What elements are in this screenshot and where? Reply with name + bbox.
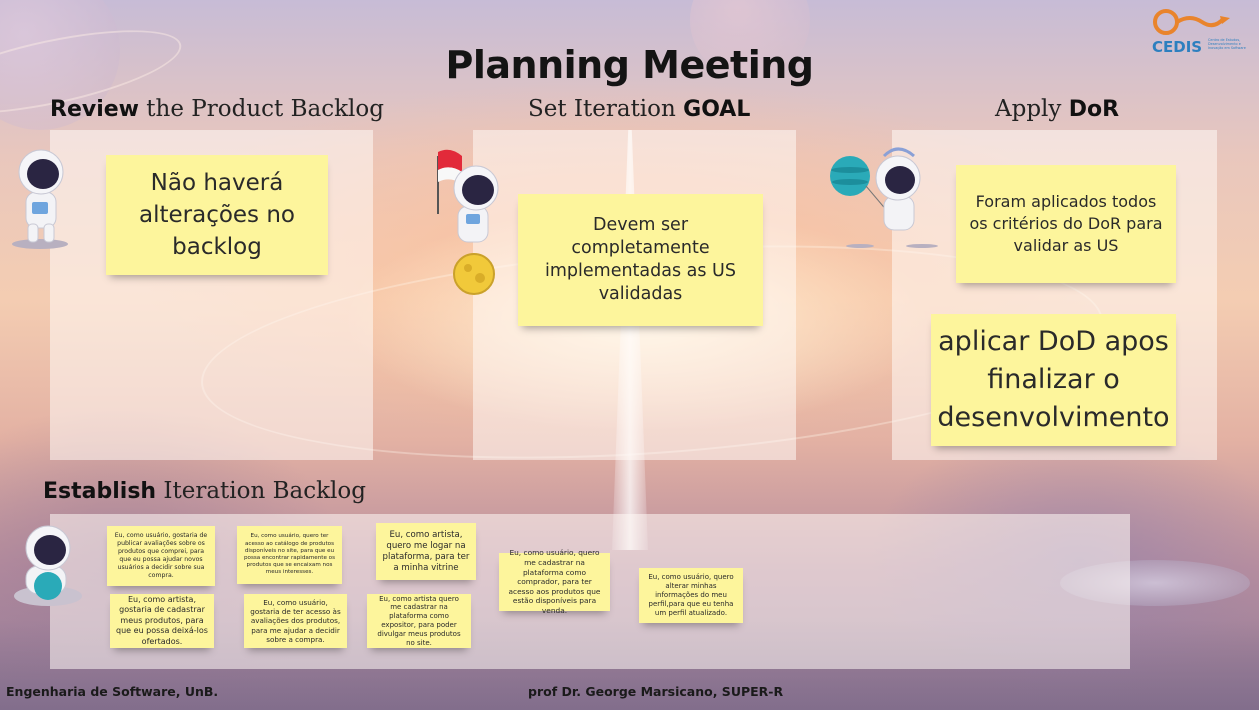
footer-course: Engenharia de Software, UnB.: [6, 684, 219, 699]
backlog-item[interactable]: Eu, como usuário, gostaria de ter acesso…: [244, 594, 347, 648]
backlog-item[interactable]: Eu, como usuário, quero me cadastrar na …: [499, 548, 610, 615]
astronaut-flag-icon: [437, 149, 499, 295]
sticky-goal[interactable]: Devem ser completamente implementadas as…: [518, 194, 763, 326]
sticky-dor[interactable]: Foram aplicados todos os critérios do Do…: [956, 165, 1176, 283]
heading-review: Review the Product Backlog: [50, 96, 384, 122]
footer-author: prof Dr. George Marsicano, SUPER-R: [528, 684, 784, 699]
cedis-logo: CEDIS Centro de Estudos, Desenvolvimento…: [1150, 8, 1254, 62]
astronaut-icon: [12, 149, 68, 249]
backlog-item[interactable]: Eu, como usuário, quero alterar minhas i…: [639, 568, 743, 623]
heading-dor: Apply DoR: [995, 96, 1120, 122]
heading-establish: Establish Iteration Backlog: [43, 478, 366, 504]
backlog-item[interactable]: Eu, como artista, quero me logar na plat…: [376, 523, 476, 580]
page-title: Planning Meeting: [445, 43, 814, 88]
astronaut-balloon-icon: [830, 147, 938, 248]
heading-goal: Set Iteration GOAL: [528, 96, 751, 122]
sticky-review[interactable]: Não haverá alterações no backlog: [106, 155, 328, 275]
planet-icon: [34, 572, 62, 600]
cedis-logo-icon: [1153, 9, 1230, 35]
backlog-item[interactable]: Eu, como usuário, gostaria de publicar a…: [107, 526, 215, 586]
backlog-item[interactable]: Eu, como artista quero me cadastrar na p…: [367, 594, 471, 648]
sticky-dod[interactable]: aplicar DoD apos finalizar o desenvolvim…: [931, 314, 1176, 446]
logo-subtitle: Centro de Estudos, Desenvolvimento e Ino…: [1208, 38, 1246, 51]
astronaut-sitting-icon: [14, 525, 82, 606]
backlog-item[interactable]: Eu, como usuário, quero ter acesso ao ca…: [237, 526, 342, 584]
backlog-item[interactable]: Eu, como artista, gostaria de cadastrar …: [110, 594, 214, 648]
logo-name: CEDIS: [1152, 38, 1203, 56]
